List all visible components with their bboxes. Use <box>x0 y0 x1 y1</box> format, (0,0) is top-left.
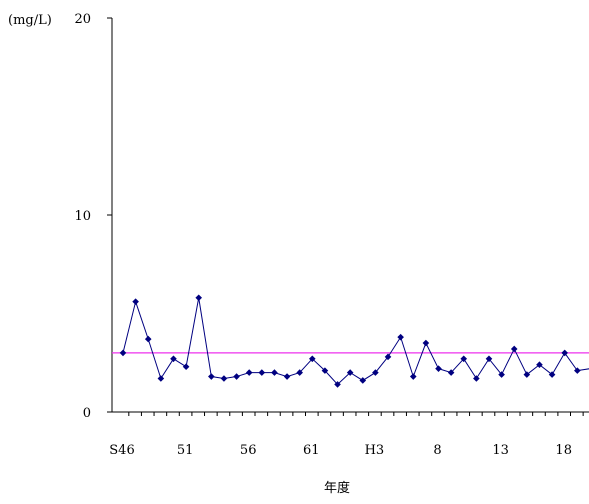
data-point <box>258 369 266 376</box>
data-point <box>510 345 518 353</box>
x-tick-label: 61 <box>303 443 320 458</box>
data-point <box>548 371 556 378</box>
data-point <box>309 355 316 363</box>
data-point <box>460 355 468 363</box>
data-point <box>245 369 253 376</box>
data-point <box>498 371 505 378</box>
data-point <box>321 367 329 374</box>
y-tick-label: 20 <box>74 12 91 27</box>
data-point <box>346 369 354 376</box>
series-line <box>122 297 589 386</box>
data-point <box>574 367 581 374</box>
data-point <box>523 371 531 378</box>
data-point <box>144 335 152 343</box>
data-point <box>447 369 455 376</box>
data-point <box>473 375 480 382</box>
data-point <box>271 369 278 376</box>
data-point <box>170 355 177 363</box>
data-point <box>422 339 430 347</box>
data-point <box>119 349 127 357</box>
y-ticks: 0 10 20 <box>74 12 112 421</box>
data-point <box>435 365 442 372</box>
data-point <box>157 375 165 382</box>
data-point <box>384 353 392 361</box>
x-tick-label: 8 <box>433 443 441 458</box>
data-point <box>132 298 139 305</box>
x-ticks: S46 51 56 61 H3 8 13 18 <box>109 412 584 458</box>
data-point <box>233 373 240 380</box>
x-tick-label: 18 <box>555 443 572 458</box>
series-points <box>119 294 581 388</box>
data-point <box>359 377 367 384</box>
data-point <box>536 361 543 369</box>
data-point <box>195 294 203 302</box>
x-tick-label: 56 <box>240 443 257 458</box>
x-tick-label: 13 <box>492 443 509 458</box>
x-tick-label: H3 <box>365 443 385 458</box>
data-point <box>561 349 568 357</box>
data-point <box>182 363 190 370</box>
x-tick-label: 51 <box>177 443 194 458</box>
y-unit-label: (mg/L) <box>8 13 52 28</box>
data-point <box>397 333 404 341</box>
data-point <box>334 381 341 388</box>
data-point <box>283 373 291 380</box>
y-tick-label: 0 <box>83 406 91 421</box>
data-point <box>409 373 417 380</box>
x-axis-title: 年度 <box>324 480 350 496</box>
data-point <box>372 369 379 376</box>
data-point <box>485 355 493 363</box>
data-point <box>208 373 215 380</box>
y-tick-label: 10 <box>74 209 91 224</box>
x-tick-label: S46 <box>109 443 134 458</box>
data-point <box>220 375 228 382</box>
data-point <box>296 369 303 376</box>
